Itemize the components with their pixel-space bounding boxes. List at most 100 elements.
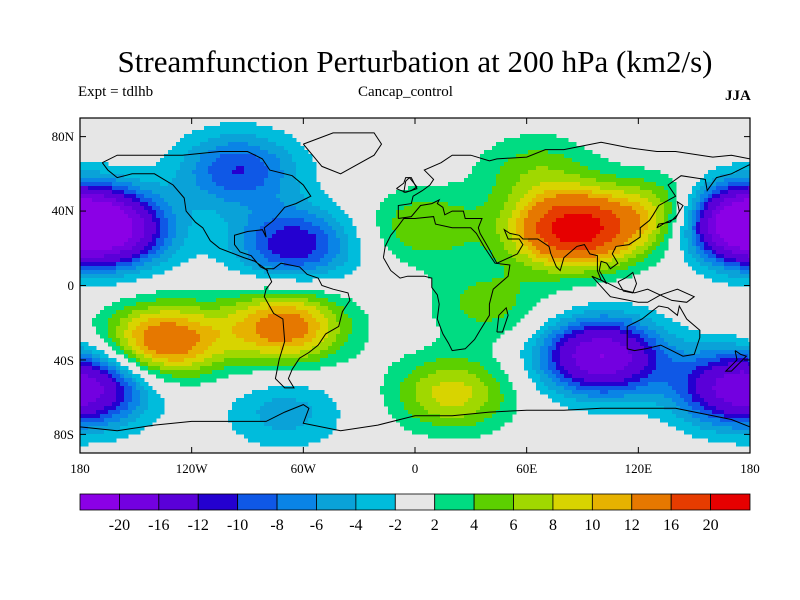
field-cell (320, 194, 325, 199)
field-cell (280, 134, 285, 139)
field-cell (248, 166, 253, 171)
field-cell (460, 210, 465, 215)
field-cell (464, 278, 469, 283)
field-cell (552, 182, 557, 187)
field-cell (544, 286, 549, 291)
field-cell (248, 138, 253, 143)
field-cell (728, 210, 733, 215)
field-cell (280, 274, 285, 279)
field-cell (652, 238, 657, 243)
field-cell (432, 286, 437, 291)
field-cell (284, 218, 289, 223)
field-cell (212, 234, 217, 239)
field-cell (532, 274, 537, 279)
field-cell (596, 254, 601, 259)
field-cell (560, 270, 565, 275)
field-cell (412, 238, 417, 243)
field-cell (608, 206, 613, 211)
field-cell (544, 250, 549, 255)
field-cell (260, 270, 265, 275)
field-cell (512, 206, 517, 211)
field-cell (496, 258, 501, 263)
field-cell (500, 178, 505, 183)
field-cell (240, 298, 245, 303)
field-cell (236, 142, 241, 147)
field-cell (204, 206, 209, 211)
field-cell (104, 246, 109, 251)
field-cell (340, 230, 345, 235)
field-cell (516, 178, 521, 183)
field-cell (460, 262, 465, 267)
field-cell (180, 198, 185, 203)
field-cell (748, 246, 750, 251)
field-cell (316, 206, 321, 211)
field-cell (160, 270, 165, 275)
field-cell (296, 214, 301, 219)
field-cell (448, 226, 453, 231)
field-cell (336, 218, 341, 223)
field-cell (620, 190, 625, 195)
field-cell (592, 182, 597, 187)
field-cell (276, 178, 281, 183)
field-cell (576, 198, 581, 203)
field-cell (428, 238, 433, 243)
field-cell (272, 166, 277, 171)
field-cell (620, 170, 625, 175)
field-cell (176, 222, 181, 227)
field-cell (444, 214, 449, 219)
field-cell (596, 194, 601, 199)
field-cell (436, 218, 441, 223)
field-cell (124, 274, 129, 279)
field-cell (632, 254, 637, 259)
field-cell (548, 242, 553, 247)
field-cell (492, 214, 497, 219)
field-cell (136, 226, 141, 231)
field-cell (452, 278, 457, 283)
field-cell (236, 266, 241, 271)
field-cell (240, 262, 245, 267)
field-cell (116, 258, 121, 263)
field-cell (344, 250, 349, 255)
field-cell (556, 198, 561, 203)
field-cell (428, 270, 433, 275)
field-cell (252, 162, 257, 167)
field-cell (240, 158, 245, 163)
field-cell (552, 162, 557, 167)
field-cell (568, 182, 573, 187)
field-cell (312, 234, 317, 239)
field-cell (740, 254, 745, 259)
field-cell (212, 206, 217, 211)
field-cell (508, 226, 513, 231)
field-cell (84, 174, 89, 179)
field-cell (300, 214, 305, 219)
field-cell (732, 182, 737, 187)
field-cell (480, 202, 485, 207)
field-cell (500, 274, 505, 279)
field-cell (640, 222, 645, 227)
field-cell (496, 246, 501, 251)
field-cell (584, 214, 589, 219)
field-cell (392, 246, 397, 251)
field-cell (624, 198, 629, 203)
field-cell (448, 238, 453, 243)
field-cell (532, 190, 537, 195)
field-cell (120, 182, 125, 187)
field-cell (508, 246, 513, 251)
field-cell (636, 178, 641, 183)
field-cell (228, 258, 233, 263)
field-cell (168, 246, 173, 251)
field-cell (108, 258, 113, 263)
field-cell (572, 202, 577, 207)
field-cell (180, 174, 185, 179)
field-cell (196, 230, 201, 235)
field-cell (508, 282, 513, 287)
field-cell (504, 146, 509, 151)
field-cell (304, 154, 309, 159)
field-cell (592, 186, 597, 191)
field-cell (416, 198, 421, 203)
field-cell (444, 298, 449, 303)
field-cell (636, 230, 641, 235)
field-cell (280, 166, 285, 171)
field-cell (748, 270, 750, 275)
field-cell (716, 182, 721, 187)
